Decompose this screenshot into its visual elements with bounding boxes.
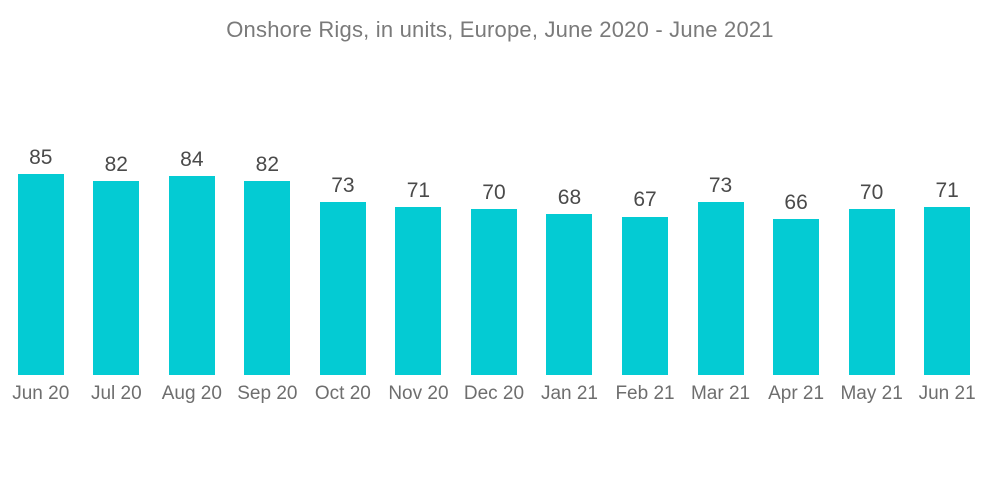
bar-value-label: 66 — [784, 190, 808, 214]
x-axis-label: May 21 — [840, 383, 903, 404]
bar — [93, 181, 140, 375]
x-axis-label: Jun 20 — [12, 383, 70, 404]
bar-value-label: 71 — [406, 179, 431, 202]
bar — [319, 202, 366, 375]
bar-group: 82 Jul 20 — [79, 153, 155, 405]
bar — [697, 202, 744, 375]
x-axis-label: Nov 20 — [388, 383, 449, 404]
bar — [244, 181, 291, 375]
bar — [470, 209, 517, 375]
bar-group: 70 May 21 — [834, 181, 910, 405]
bar-value-label: 71 — [935, 179, 959, 202]
bar-value-label: 85 — [29, 145, 53, 169]
x-axis-label: Feb 21 — [615, 383, 675, 404]
x-axis-label: Jun 21 — [918, 383, 976, 404]
bar-group: 85 Jun 20 — [3, 146, 79, 405]
x-axis-label: Oct 20 — [314, 383, 371, 404]
bar-group: 66 Apr 21 — [758, 191, 834, 405]
x-axis-label: Aug 20 — [161, 383, 222, 404]
bar-group: 71 Jun 21 — [909, 179, 985, 405]
bar — [773, 218, 820, 375]
x-axis-label: Dec 20 — [463, 383, 525, 404]
bar — [924, 207, 971, 375]
bar — [848, 209, 895, 375]
bar-value-label: 82 — [255, 152, 280, 176]
bar-group: 70 Dec 20 — [456, 181, 532, 405]
bar-value-label: 73 — [708, 174, 733, 198]
bar — [546, 214, 593, 375]
x-axis-label: Apr 21 — [768, 383, 825, 404]
bar-value-label: 68 — [557, 186, 582, 210]
x-axis-label: Jan 21 — [540, 383, 598, 404]
bar — [395, 207, 442, 375]
bar-group: 73 Oct 20 — [305, 174, 381, 405]
bar-value-label: 82 — [104, 152, 128, 176]
bar-group: 82 Sep 20 — [230, 153, 306, 405]
x-axis-label: Mar 21 — [690, 383, 751, 404]
bar — [622, 216, 669, 375]
bar-value-label: 70 — [482, 181, 506, 205]
x-axis-label: Sep 20 — [237, 383, 298, 404]
bar-value-label: 70 — [859, 181, 884, 205]
bar-value-label: 73 — [331, 174, 355, 198]
bar-group: 67 Feb 21 — [607, 188, 683, 405]
bar-group: 84 Aug 20 — [154, 148, 230, 405]
bar-value-label: 84 — [180, 148, 204, 172]
bar — [168, 176, 215, 375]
plot-area: 85 Jun 20 82 Jul 20 84 Aug 20 82 Sep 20 73 Oct 20… — [0, 43, 1000, 405]
bar-group: 71 Nov 20 — [381, 179, 457, 405]
bar-value-label: 67 — [633, 188, 657, 212]
bar-group: 73 Mar 21 — [683, 174, 759, 405]
chart-title: Onshore Rigs, in units, Europe, June 202… — [226, 17, 774, 42]
bar-group: 68 Jan 21 — [532, 186, 608, 405]
bar — [17, 173, 64, 375]
x-axis-label: Jul 20 — [90, 383, 142, 404]
